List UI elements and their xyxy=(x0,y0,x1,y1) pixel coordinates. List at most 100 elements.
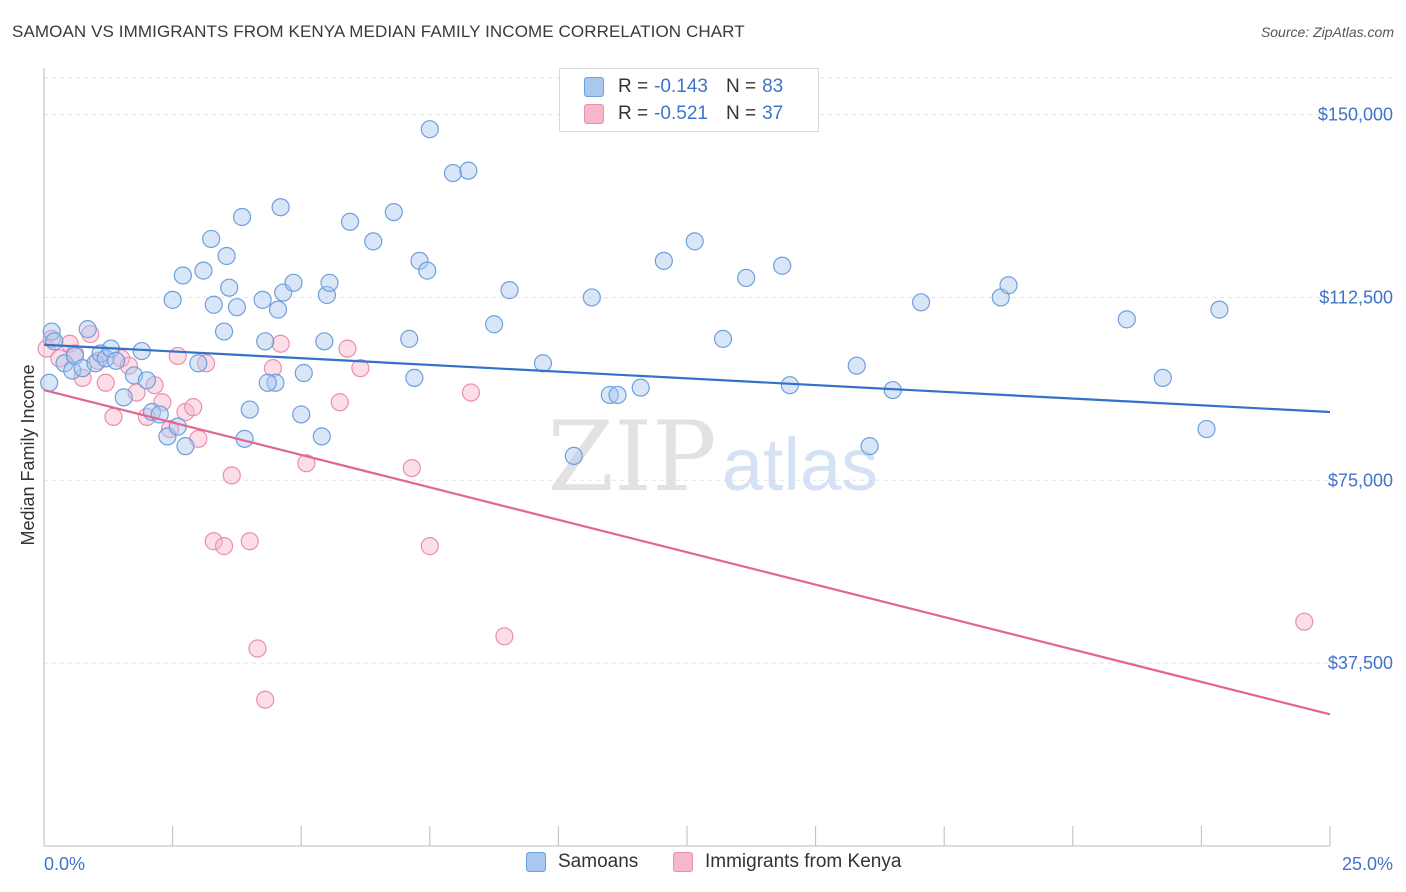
watermark-atlas: atlas xyxy=(722,423,878,506)
kenya-point xyxy=(248,639,267,658)
kenya-point xyxy=(256,690,275,709)
samoan-point xyxy=(232,207,252,227)
samoan-point xyxy=(292,405,311,424)
kenya-point xyxy=(222,466,241,485)
kenya-point xyxy=(271,334,290,353)
samoan-point xyxy=(713,329,733,348)
y-tick-label: $150,000 xyxy=(1318,105,1393,125)
samoan-point xyxy=(176,437,195,456)
gridlines xyxy=(44,77,1394,664)
kenya-point xyxy=(420,537,439,556)
samoan-point xyxy=(266,373,285,392)
samoan-point xyxy=(608,385,627,405)
kenya-legend-label: Immigrants from Kenya xyxy=(705,851,902,872)
kenya-swatch xyxy=(584,104,604,124)
samoan-point xyxy=(685,232,704,251)
samoan-point xyxy=(268,300,288,319)
samoan-point xyxy=(202,229,221,249)
legend-r-value: -0.521 xyxy=(654,103,708,124)
kenya-point xyxy=(204,532,223,551)
samoan-point xyxy=(400,329,419,348)
kenya-point xyxy=(402,458,421,478)
kenya-series xyxy=(37,324,1314,709)
samoans-legend-swatch xyxy=(526,852,546,872)
samoans-series xyxy=(40,120,1229,466)
legend-r-value: -0.143 xyxy=(654,76,708,97)
legend-n-label: N = xyxy=(725,76,757,97)
samoan-point xyxy=(410,251,429,270)
kenya-point xyxy=(81,324,100,344)
samoan-point xyxy=(773,256,792,275)
samoan-point xyxy=(737,268,756,288)
samoan-point xyxy=(284,273,303,292)
kenya-point xyxy=(214,537,234,556)
samoan-point xyxy=(91,344,110,363)
samoans-swatch xyxy=(584,77,604,97)
kenya-legend-swatch xyxy=(673,852,693,872)
samoan-point xyxy=(315,332,334,351)
kenya-point xyxy=(196,354,216,373)
samoan-point xyxy=(86,354,105,373)
samoan-point xyxy=(405,368,424,387)
y-axis-ticks: $37,500 $75,000 $112,500 $150,000 xyxy=(1318,105,1393,674)
samoans-trend-line xyxy=(43,343,1331,414)
samoan-point xyxy=(384,202,403,222)
kenya-point xyxy=(495,627,514,646)
samoan-point xyxy=(220,278,239,297)
kenya-point xyxy=(42,329,61,348)
samoan-point xyxy=(847,356,866,375)
samoan-point xyxy=(564,446,583,466)
samoan-point xyxy=(40,373,59,392)
kenya-point xyxy=(297,454,316,473)
samoan-point xyxy=(189,354,208,373)
samoan-point xyxy=(253,290,272,309)
x-tick-label: 25.0% xyxy=(1342,854,1393,874)
samoan-point xyxy=(204,295,223,314)
watermark-zip: ZIP xyxy=(547,401,716,513)
legend-n-value: 37 xyxy=(762,103,784,124)
samoan-point xyxy=(999,276,1018,295)
kenya-point xyxy=(96,373,115,392)
source-note: Source: ZipAtlas.com xyxy=(1260,24,1394,40)
kenya-point xyxy=(73,368,92,387)
samoan-point xyxy=(55,354,74,373)
samoan-point xyxy=(485,315,504,334)
x-axis-ticks: 0.0% 25.0% xyxy=(44,854,1393,874)
samoan-point xyxy=(258,373,277,392)
legend-item-kenya[interactable]: Immigrants from Kenya xyxy=(673,851,901,873)
y-tick-label: $37,500 xyxy=(1328,653,1393,673)
legend-r-label: R = xyxy=(618,103,649,124)
kenya-trend-line xyxy=(43,389,1331,716)
samoan-point xyxy=(320,273,339,292)
legend-row-kenya: R = -0.521 N = 37 xyxy=(584,102,783,126)
samoan-point xyxy=(860,437,879,456)
samoan-point xyxy=(1117,310,1136,329)
samoan-point xyxy=(137,371,156,390)
samoan-point xyxy=(1210,300,1229,319)
legend-item-samoans[interactable]: Samoans xyxy=(526,851,638,873)
y-tick-label: $112,500 xyxy=(1319,287,1393,307)
samoan-point xyxy=(1197,419,1216,439)
kenya-point xyxy=(240,532,259,551)
samoan-point xyxy=(194,261,213,280)
axes xyxy=(43,68,1331,847)
samoan-point xyxy=(364,232,383,251)
samoan-point xyxy=(340,212,360,231)
legend-row-samoans: R = -0.143 N = 83 xyxy=(584,75,783,99)
samoan-point xyxy=(312,427,331,446)
samoan-point xyxy=(217,246,236,266)
x-tick-label: 0.0% xyxy=(44,854,85,874)
samoan-point xyxy=(240,400,259,419)
samoan-point xyxy=(420,120,439,139)
samoan-point xyxy=(500,281,519,300)
samoan-point xyxy=(294,363,313,383)
kenya-point xyxy=(338,339,357,358)
samoan-point xyxy=(654,251,673,270)
samoan-point xyxy=(106,351,126,370)
samoan-point xyxy=(911,293,931,312)
samoan-point xyxy=(227,298,246,317)
trend-lines xyxy=(43,343,1331,716)
kenya-point xyxy=(184,398,203,417)
legend-r-label: R = xyxy=(618,76,649,97)
